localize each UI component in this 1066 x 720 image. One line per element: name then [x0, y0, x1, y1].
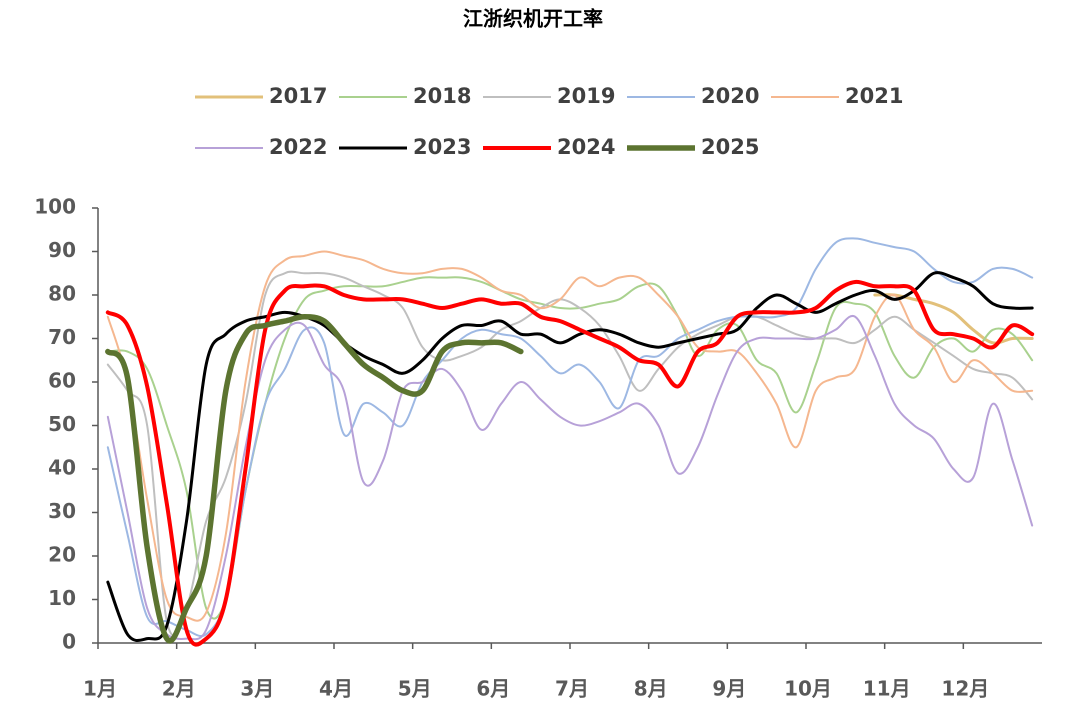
y-tick-label: 90: [48, 238, 76, 262]
series-line: [106, 237, 1034, 638]
legend-label: 2019: [557, 84, 615, 108]
y-tick-label: 80: [48, 282, 76, 306]
y-tick-label: 0: [62, 630, 76, 654]
x-tick-label: 1月: [83, 677, 117, 701]
series-line: [106, 270, 1034, 637]
x-tick-label: 3月: [240, 677, 274, 701]
legend-label: 2021: [845, 84, 903, 108]
y-tick-label: 30: [48, 499, 76, 523]
series-line: [106, 314, 1034, 641]
chart-title: 江浙织机开工率: [463, 7, 603, 31]
x-tick-label: 10月: [784, 677, 832, 701]
legend-label: 2018: [413, 84, 471, 108]
x-tick-label: 6月: [476, 677, 510, 701]
legend-label: 2017: [269, 84, 327, 108]
y-tick-label: 40: [48, 456, 76, 480]
y-tick-label: 100: [34, 195, 76, 219]
legend-label: 2020: [701, 84, 759, 108]
x-tick-label: 4月: [319, 677, 353, 701]
x-tick-label: 8月: [634, 677, 668, 701]
y-tick-label: 70: [48, 325, 76, 349]
legend-label: 2024: [557, 135, 615, 159]
y-tick-label: 20: [48, 543, 76, 567]
x-tick-label: 9月: [712, 677, 746, 701]
series-line: [873, 293, 1034, 345]
legend-label: 2022: [269, 135, 327, 159]
y-tick-label: 50: [48, 412, 76, 436]
series-line: [106, 250, 1034, 622]
series-line: [106, 271, 1034, 643]
x-tick-label: 11月: [863, 677, 911, 701]
x-tick-label: 12月: [941, 677, 989, 701]
x-tick-label: 2月: [162, 677, 196, 701]
x-tick-label: 7月: [555, 677, 589, 701]
y-tick-label: 60: [48, 369, 76, 393]
legend-label: 2023: [413, 135, 471, 159]
y-tick-label: 10: [48, 586, 76, 610]
series-line: [105, 314, 524, 644]
series-line: [105, 279, 1035, 647]
legend-label: 2025: [701, 135, 759, 159]
x-tick-label: 5月: [398, 677, 432, 701]
